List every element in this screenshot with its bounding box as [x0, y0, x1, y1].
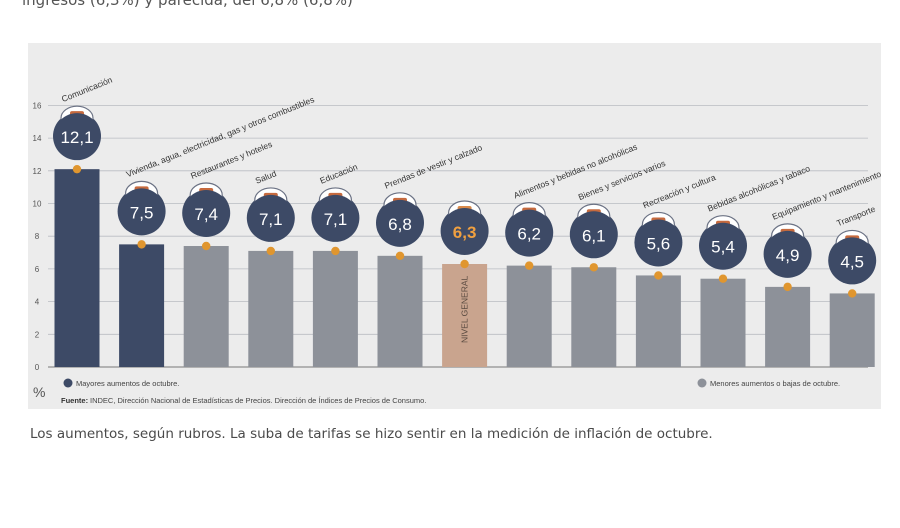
- bar-top-marker: [72, 164, 82, 174]
- bar: [54, 169, 100, 367]
- value-badge-face: [377, 199, 423, 246]
- bar: [765, 286, 811, 367]
- value-label: 6,3: [453, 223, 477, 242]
- value-badge-face: [764, 230, 811, 277]
- source-text: INDEC, Dirección Nacional de Estadística…: [90, 396, 426, 405]
- bar-top-marker: [395, 251, 405, 261]
- y-tick-label: 16: [33, 101, 42, 110]
- value-badge-face: [441, 207, 488, 254]
- y-tick-label: 2: [35, 330, 40, 339]
- value-label: 5,4: [711, 238, 735, 257]
- value-badge-face: [635, 219, 682, 266]
- category-label: Educación: [318, 162, 359, 186]
- bar-top-marker: [331, 246, 340, 256]
- bar-group: 6,3 NIVEL GENERAL: [440, 200, 489, 367]
- value-badge-face: [700, 222, 746, 269]
- bar: [506, 265, 552, 367]
- y-tick-label: 10: [33, 200, 42, 209]
- bar-top-marker: [589, 263, 598, 272]
- bar: [635, 275, 681, 367]
- bar: [183, 246, 229, 367]
- source-label: Fuente:: [61, 396, 88, 405]
- y-tick-label: 8: [35, 232, 40, 241]
- bar: [700, 278, 746, 367]
- y-axis-unit: %: [33, 384, 45, 400]
- value-label: 5,6: [647, 234, 671, 253]
- y-tick-label: 4: [35, 298, 40, 307]
- value-label: 4,5: [840, 252, 864, 271]
- legend-dark-swatch: [63, 378, 73, 388]
- bar-top-marker: [460, 259, 469, 269]
- bar-group: 12,1 Comunicación: [53, 74, 114, 367]
- bar-top-marker: [266, 246, 275, 256]
- value-badge-face: [54, 113, 100, 160]
- bar-top-marker: [137, 240, 146, 249]
- bar: [119, 244, 165, 367]
- chart-panel: 0 2 4 6 8 10 12 14 16% 12,1 Comunicación 7,5 Viviend…: [28, 43, 881, 409]
- bar-top-marker: [202, 241, 211, 251]
- article-text-fragment: ingresos (6,3%) y parecida, del 6,8% (6,…: [22, 0, 353, 9]
- bar: [571, 267, 617, 367]
- bar-top-marker: [718, 274, 728, 283]
- value-label: 12,1: [60, 128, 93, 147]
- value-badge-face: [829, 237, 876, 284]
- bar-group: 7,1 Educación: [311, 162, 360, 367]
- value-badge-face: [312, 194, 359, 241]
- value-badge-face: [570, 211, 617, 258]
- bar-top-marker: [654, 271, 663, 280]
- value-label: 7,1: [324, 210, 348, 229]
- category-label: Transporte: [835, 204, 877, 229]
- category-label: NIVEL GENERAL: [460, 275, 470, 343]
- value-label: 6,8: [388, 215, 412, 234]
- value-label: 7,1: [259, 210, 283, 229]
- bar: [312, 250, 358, 367]
- bar-top-marker: [848, 289, 857, 298]
- value-label: 7,5: [130, 203, 154, 222]
- bar: [248, 250, 294, 367]
- bar-top-marker: [783, 282, 792, 292]
- legend-light-swatch: [697, 378, 707, 388]
- bar: [829, 293, 875, 367]
- y-tick-label: 6: [35, 265, 40, 274]
- category-label: Prendas de vestir y calzado: [383, 142, 484, 190]
- legend-dark-label: Mayores aumentos de octubre.: [76, 379, 179, 388]
- value-label: 7,4: [194, 205, 218, 224]
- bar-top-marker: [525, 261, 534, 270]
- y-tick-label: 14: [33, 134, 42, 143]
- value-label: 6,1: [582, 226, 606, 245]
- legend-light-label: Menores aumentos o bajas de octubre.: [710, 379, 840, 388]
- value-badge-face: [506, 209, 553, 256]
- bar-chart: 0246810121416%12,1Comunicación7,5Viviend…: [33, 74, 881, 405]
- value-label: 6,2: [517, 225, 541, 244]
- bar: [442, 263, 488, 367]
- bar: [377, 255, 423, 367]
- value-badge-face: [183, 190, 230, 237]
- value-badge-face: [247, 194, 294, 241]
- figure-caption: Los aumentos, según rubros. La suba de t…: [30, 426, 713, 442]
- y-tick-label: 12: [33, 167, 42, 176]
- y-tick-label: 0: [35, 363, 40, 372]
- value-label: 4,9: [776, 246, 800, 265]
- bar-group: 4,5 Transporte: [828, 204, 877, 367]
- value-badge-face: [118, 188, 165, 235]
- category-label: Comunicación: [60, 74, 114, 104]
